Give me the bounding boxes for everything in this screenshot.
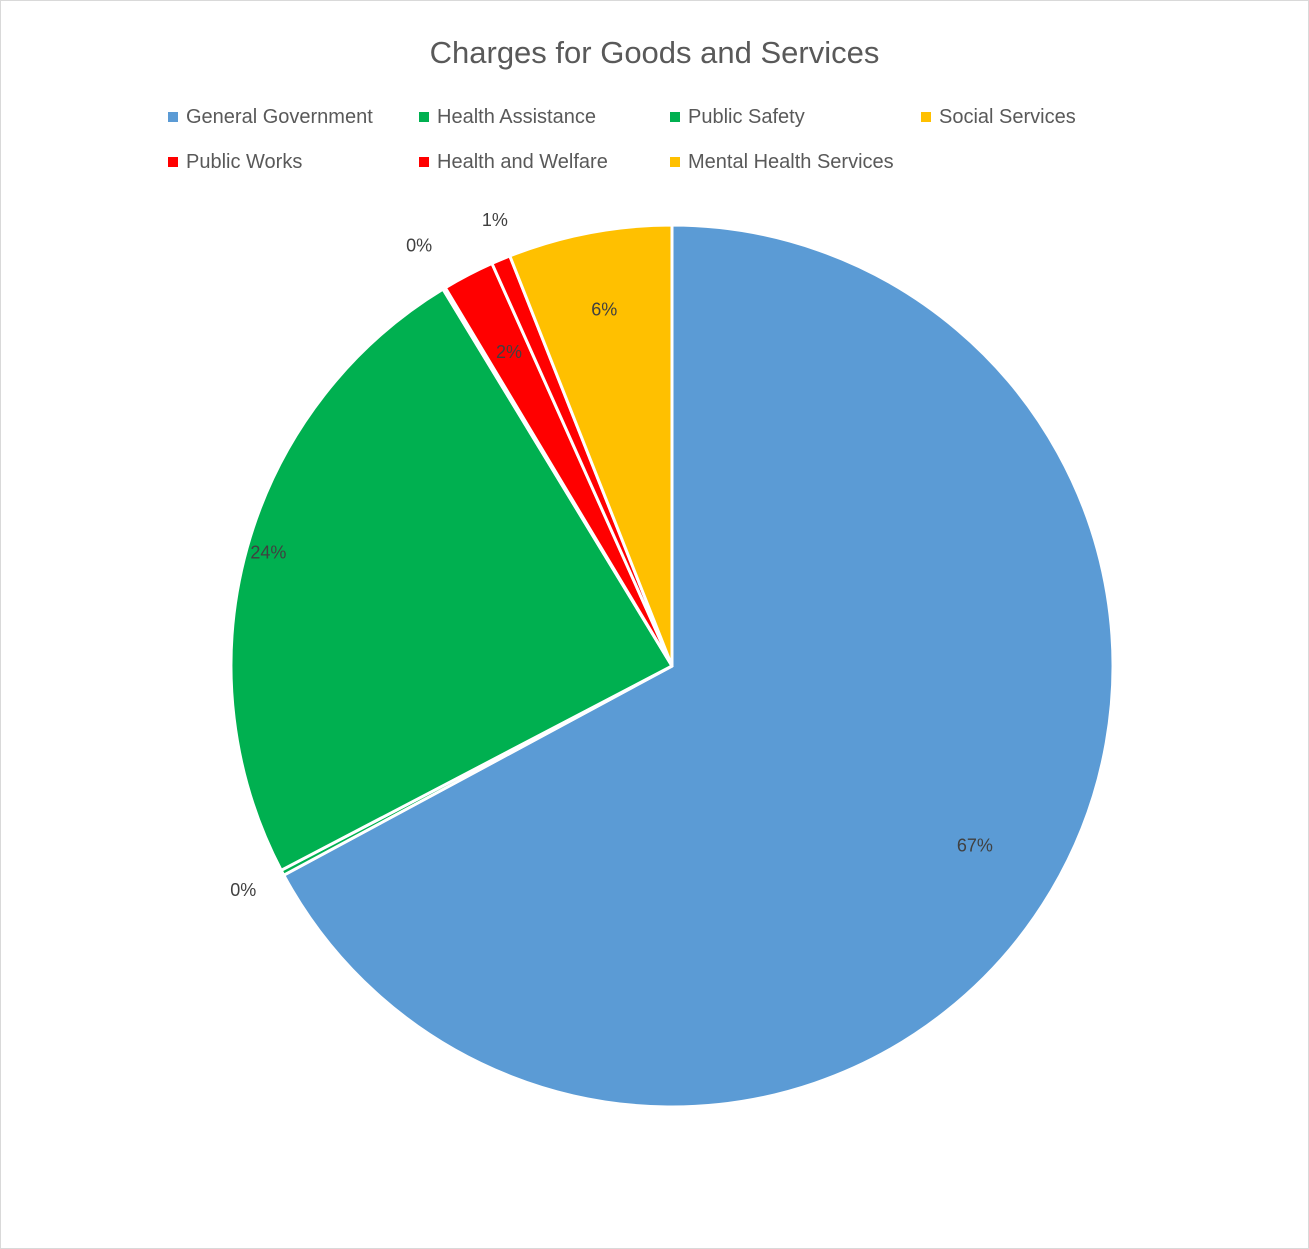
- legend-item-social-services: Social Services: [921, 105, 1076, 129]
- legend-label: Health and Welfare: [437, 150, 608, 173]
- legend-label: Mental Health Services: [688, 150, 894, 173]
- legend-swatch: [168, 112, 178, 122]
- data-label-general-government: 67%: [957, 836, 993, 856]
- legend-item-health-and-welfare: Health and Welfare: [419, 150, 608, 174]
- legend-label: Health Assistance: [437, 105, 596, 128]
- legend-label: Social Services: [939, 105, 1076, 128]
- data-label-health-assistance: 0%: [230, 880, 256, 900]
- pie-slice-public-safety: [229, 287, 674, 872]
- legend-swatch: [419, 112, 429, 122]
- pie-slice-general-government: [282, 223, 1115, 1109]
- legend-swatch: [670, 112, 680, 122]
- data-label-social-services: 0%: [406, 236, 432, 256]
- data-label-public-works: 2%: [496, 342, 522, 362]
- legend-item-public-works: Public Works: [168, 150, 302, 174]
- legend-swatch: [921, 112, 931, 122]
- legend-label: Public Safety: [688, 105, 805, 128]
- legend-swatch: [168, 157, 178, 167]
- legend-swatch: [419, 157, 429, 167]
- pie-slice-mental-health-services: [508, 223, 674, 668]
- data-label-public-safety: 24%: [250, 542, 286, 562]
- chart-title: Charges for Goods and Services: [429, 35, 880, 70]
- legend-swatch: [670, 157, 680, 167]
- legend-item-mental-health-services: Mental Health Services: [670, 150, 894, 174]
- legend-item-general-government: General Government: [168, 105, 373, 129]
- legend-label: Public Works: [186, 150, 303, 173]
- legend-item-public-safety: Public Safety: [670, 105, 805, 129]
- legend-item-health-assistance: Health Assistance: [419, 105, 596, 129]
- data-label-health-and-welfare: 1%: [482, 210, 508, 230]
- legend-label: General Government: [186, 105, 373, 128]
- data-label-mental-health-services: 6%: [591, 300, 617, 320]
